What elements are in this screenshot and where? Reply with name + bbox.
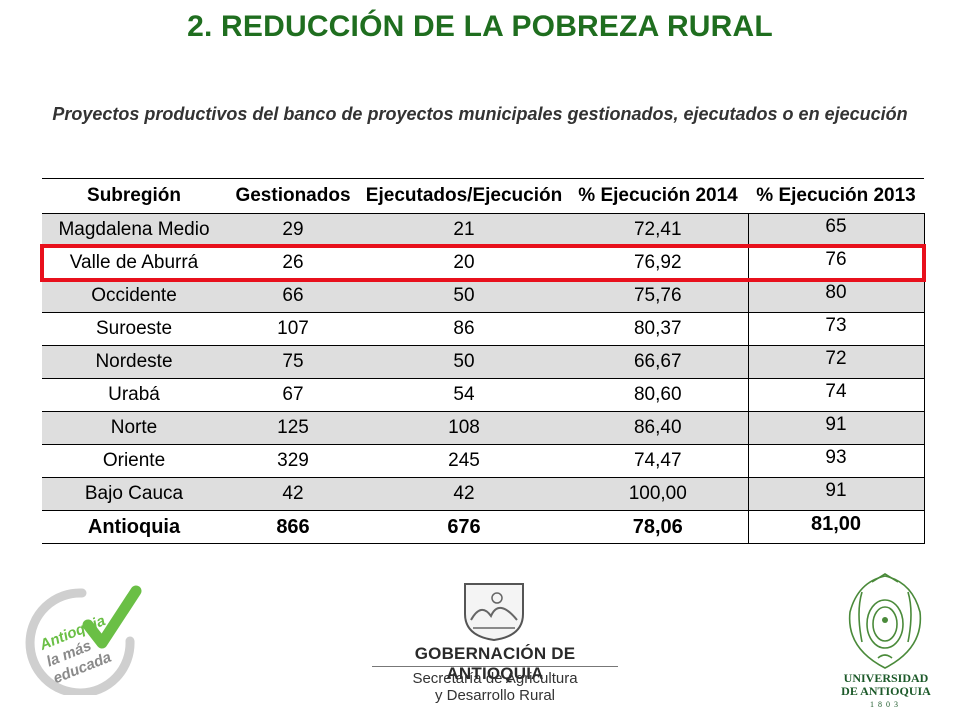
cell-subregion: Occidente [42, 279, 226, 313]
table-row: Norte 125 108 86,40 91 [42, 411, 925, 445]
cell-subregion: Antioquia [87, 515, 181, 538]
column-header-ejecutados: Ejecutados/Ejecución [365, 185, 563, 206]
antioquia-educada-logo: Antioquia la más educada [25, 585, 142, 695]
udea-logo: UNIVERSIDAD DE ANTIOQUIA 1803 [830, 572, 942, 712]
cell-subregion: Suroeste [95, 318, 173, 339]
cell-ejecutados: 245 [448, 450, 480, 471]
cell-ejecutados: 42 [360, 477, 568, 511]
cell-ejecucion-2013: 72 [747, 345, 925, 379]
cell-ejecucion-2014: 76,92 [633, 252, 682, 273]
checkmark-icon [82, 585, 142, 649]
cell-ejecucion-2014: 78,06 [632, 515, 683, 538]
table-row: Bajo Cauca 42 42 100,00 91 [42, 477, 925, 511]
udea-seal-icon [848, 573, 922, 669]
table-row: Occidente 66 50 75,76 80 [42, 279, 925, 313]
cell-ejecutados: 50 [360, 279, 568, 313]
cell-gestionados: 107 [277, 318, 309, 339]
cell-ejecucion-2014: 74,47 [633, 450, 682, 471]
table-row: Nordeste 75 50 66,67 72 [42, 345, 925, 379]
column-header-subregion: Subregión [87, 185, 181, 206]
table-row: Urabá 67 54 80,60 74 [42, 378, 925, 412]
cell-gestionados: 42 [226, 477, 360, 511]
table-row: Magdalena Medio 29 21 72,41 65 [42, 213, 925, 247]
cell-ejecucion-2013: 93 [747, 444, 925, 478]
cell-subregion: Urabá [108, 384, 160, 405]
cell-ejecucion-2014: 72,41 [568, 213, 748, 247]
cell-gestionados: 125 [226, 411, 360, 445]
gobernacion-name: GOBERNACIÓN DE ANTIOQUIA [414, 644, 576, 683]
cell-gestionados: 29 [226, 213, 360, 247]
highlight-box [40, 244, 926, 282]
udea-name-line2: DE ANTIOQUIA [841, 684, 931, 698]
cell-subregion: Oriente [102, 450, 166, 471]
cell-ejecucion-2014: 80,37 [633, 318, 682, 339]
column-header-gestionados: Gestionados [235, 185, 351, 206]
cell-ejecucion-2013: 74 [747, 378, 925, 412]
table-subtitle: Proyectos productivos del banco de proye… [52, 104, 908, 124]
cell-ejecutados: 50 [360, 345, 568, 379]
column-header-ejecucion-2013: % Ejecución 2013 [756, 185, 916, 206]
secretaria-text: Secretaría de Agricultura y Desarrollo R… [372, 670, 618, 704]
cell-ejecucion-2013: 81,00 [747, 510, 925, 544]
gobernacion-logo: GOBERNACIÓN DE ANTIOQUIA Secretaría de A… [372, 580, 622, 705]
udea-name: UNIVERSIDAD DE ANTIOQUIA [830, 672, 942, 698]
cell-gestionados: 67 [282, 384, 304, 405]
antioquia-shield-icon [464, 583, 524, 642]
cell-ejecucion-2013: 91 [747, 411, 925, 445]
cell-gestionados: 866 [276, 515, 310, 538]
page-title: 2. REDUCCIÓN DE LA POBREZA RURAL [187, 10, 773, 43]
cell-subregion: Norte [42, 411, 226, 445]
cell-ejecutados: 86 [453, 318, 475, 339]
cell-ejecucion-2013: 73 [747, 312, 925, 346]
udea-name-line1: UNIVERSIDAD [843, 671, 929, 685]
cell-ejecucion-2014: 80,60 [633, 384, 682, 405]
udea-year: 1803 [870, 700, 902, 709]
cell-subregion: Nordeste [42, 345, 226, 379]
projects-table: Subregión Gestionados Ejecutados/Ejecuci… [42, 178, 925, 544]
secretaria-line1: Secretaría de Agricultura [412, 670, 578, 687]
table-row: Valle de Aburrá 26 20 76,92 76 [42, 246, 925, 280]
cell-ejecucion-2014: 66,67 [568, 345, 748, 379]
cell-gestionados: 66 [226, 279, 360, 313]
cell-gestionados: 26 [282, 252, 304, 273]
cell-ejecucion-2014: 75,76 [568, 279, 748, 313]
cell-subregion: Magdalena Medio [42, 213, 226, 247]
gobernacion-divider [372, 666, 618, 667]
table-header-row: Subregión Gestionados Ejecutados/Ejecuci… [42, 178, 924, 214]
secretaria-line2: y Desarrollo Rural [434, 687, 556, 704]
cell-ejecucion-2013: 91 [747, 477, 925, 511]
cell-subregion: Valle de Aburrá [69, 252, 199, 273]
cell-gestionados: 329 [277, 450, 309, 471]
cell-ejecutados: 20 [453, 252, 475, 273]
cell-gestionados: 75 [226, 345, 360, 379]
cell-ejecucion-2014: 86,40 [568, 411, 748, 445]
cell-ejecucion-2014: 100,00 [568, 477, 748, 511]
table-row: Oriente 329 245 74,47 93 [42, 444, 925, 478]
cell-ejecutados: 108 [360, 411, 568, 445]
cell-ejecucion-2013: 80 [747, 279, 925, 313]
cell-ejecutados: 676 [447, 515, 481, 538]
cell-subregion: Bajo Cauca [42, 477, 226, 511]
cell-ejecucion-2013: 76 [747, 246, 925, 280]
cell-ejecutados: 21 [360, 213, 568, 247]
table-total-row: Antioquia 866 676 78,06 81,00 [42, 510, 925, 544]
column-header-ejecucion-2014: % Ejecución 2014 [578, 185, 738, 206]
table-row: Suroeste 107 86 80,37 73 [42, 312, 925, 346]
cell-ejecucion-2013: 65 [747, 213, 925, 247]
cell-ejecutados: 54 [453, 384, 475, 405]
